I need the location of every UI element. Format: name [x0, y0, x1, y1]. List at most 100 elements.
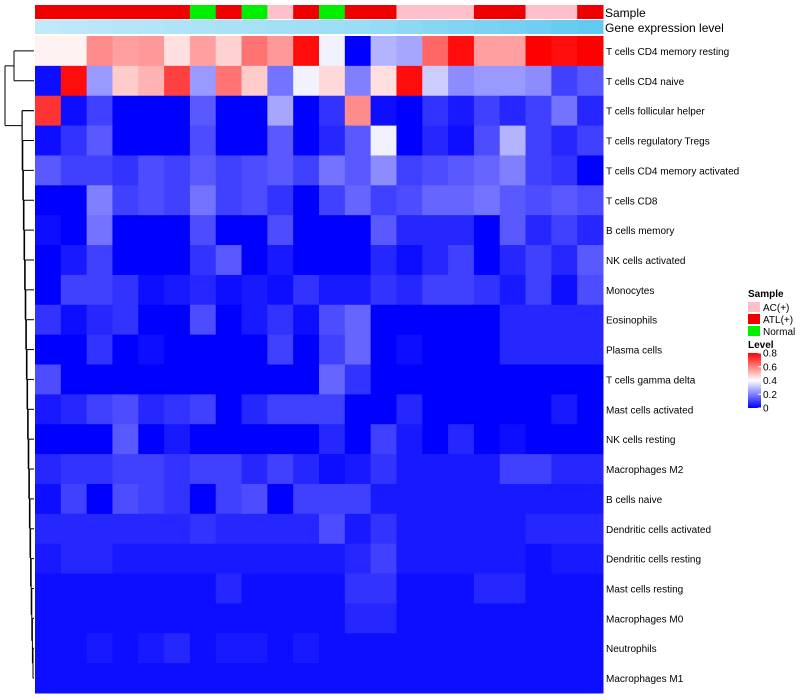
row-label: B cells naive: [606, 495, 663, 506]
heatmap-cell: [370, 245, 397, 276]
heatmap-cell: [86, 65, 113, 97]
heatmap-cell: [86, 334, 113, 365]
heatmap-cell: [370, 513, 397, 545]
heatmap-cell: [241, 185, 268, 216]
heatmap-cell: [396, 36, 423, 67]
heatmap-cell: [577, 573, 604, 604]
heatmap-cell: [370, 663, 397, 694]
row-label: Plasma cells: [606, 346, 662, 357]
heatmap-cell: [448, 245, 475, 276]
heatmap-cell: [422, 364, 449, 395]
heatmap-cell: [577, 513, 604, 545]
heatmap-cell: [551, 155, 578, 186]
heatmap-cell: [422, 454, 449, 485]
sample-annotation-cell: [577, 5, 604, 19]
heatmap-cell: [577, 125, 604, 156]
row-label: Monocytes: [606, 286, 654, 297]
expression-annotation-cell: [241, 20, 268, 34]
heatmap-cell: [215, 424, 243, 455]
heatmap-cell: [422, 633, 449, 664]
heatmap-cell: [293, 95, 320, 127]
heatmap-cell: [422, 543, 449, 575]
heatmap-cell: [189, 274, 217, 306]
row-label: T cells regulatory Tregs: [606, 137, 710, 148]
heatmap-cell: [396, 603, 423, 634]
heatmap-cell: [577, 245, 604, 276]
heatmap-cell: [499, 424, 527, 455]
expression-annotation-cell: [551, 20, 578, 34]
heatmap-cell: [138, 304, 165, 336]
heatmap-cell: [499, 483, 527, 515]
heatmap-cell: [293, 215, 320, 246]
heatmap-cell: [35, 513, 62, 545]
heatmap-cell: [35, 185, 62, 216]
heatmap-cell: [473, 573, 501, 604]
heatmap-cell: [60, 36, 88, 67]
row-label: B cells memory: [606, 226, 674, 237]
heatmap-cell: [60, 245, 88, 276]
heatmap-cell: [448, 543, 475, 575]
heatmap-cell: [319, 573, 346, 604]
heatmap-cell: [525, 513, 552, 545]
heatmap-cell: [448, 483, 475, 515]
heatmap-cell: [396, 543, 423, 575]
heatmap-cell: [473, 603, 501, 634]
heatmap-cell: [267, 394, 294, 425]
heatmap-cell: [293, 185, 320, 216]
heatmap-cell: [241, 394, 268, 425]
heatmap-cell: [267, 245, 294, 276]
heatmap-cell: [370, 65, 397, 97]
heatmap-cell: [422, 95, 449, 127]
heatmap-cell: [319, 215, 346, 246]
heatmap-cell: [448, 364, 475, 395]
row-label: Eosinophils: [606, 316, 657, 327]
heatmap-cell: [422, 36, 449, 67]
sample-legend-swatch: [748, 314, 760, 324]
heatmap-cell: [344, 543, 372, 575]
heatmap-cell: [577, 65, 604, 97]
heatmap-cell: [473, 364, 501, 395]
heatmap-cell: [35, 304, 62, 336]
heatmap-cell: [319, 364, 346, 395]
sample-annotation-cell: [448, 5, 475, 19]
heatmap-cell: [189, 603, 217, 634]
heatmap-cell: [551, 483, 578, 515]
heatmap-cell: [551, 65, 578, 97]
heatmap-cell: [577, 394, 604, 425]
heatmap-cell: [551, 334, 578, 365]
heatmap-cell: [448, 603, 475, 634]
heatmap-cell: [138, 424, 165, 455]
heatmap-cell: [112, 36, 139, 67]
heatmap-cell: [267, 663, 294, 694]
sample-annotation-cell: [499, 5, 527, 19]
heatmap-cell: [396, 663, 423, 694]
heatmap-cell: [499, 364, 527, 395]
heatmap-cell: [112, 483, 139, 515]
heatmap-cell: [215, 364, 243, 395]
heatmap-cell: [267, 424, 294, 455]
heatmap-cell: [112, 95, 139, 127]
heatmap-cell: [577, 155, 604, 186]
heatmap-cell: [344, 125, 372, 156]
heatmap-cell: [525, 543, 552, 575]
heatmap-cell: [344, 185, 372, 216]
heatmap-cell: [525, 394, 552, 425]
heatmap-cell: [215, 185, 243, 216]
heatmap-cell: [293, 36, 320, 67]
heatmap-cell: [86, 513, 113, 545]
heatmap-cell: [293, 274, 320, 306]
expression-annotation-cell: [86, 20, 113, 34]
heatmap-cell: [293, 603, 320, 634]
heatmap-cell: [344, 155, 372, 186]
heatmap-cell: [344, 603, 372, 634]
heatmap-cell: [577, 543, 604, 575]
heatmap-cell: [319, 274, 346, 306]
heatmap-cell: [60, 125, 88, 156]
sample-annotation-cell: [344, 5, 372, 19]
row-label: Macrophages M0: [606, 614, 684, 625]
heatmap-cell: [396, 274, 423, 306]
heatmap-cell: [370, 483, 397, 515]
heatmap-cell: [138, 573, 165, 604]
heatmap-cell: [267, 454, 294, 485]
heatmap-cell: [499, 334, 527, 365]
